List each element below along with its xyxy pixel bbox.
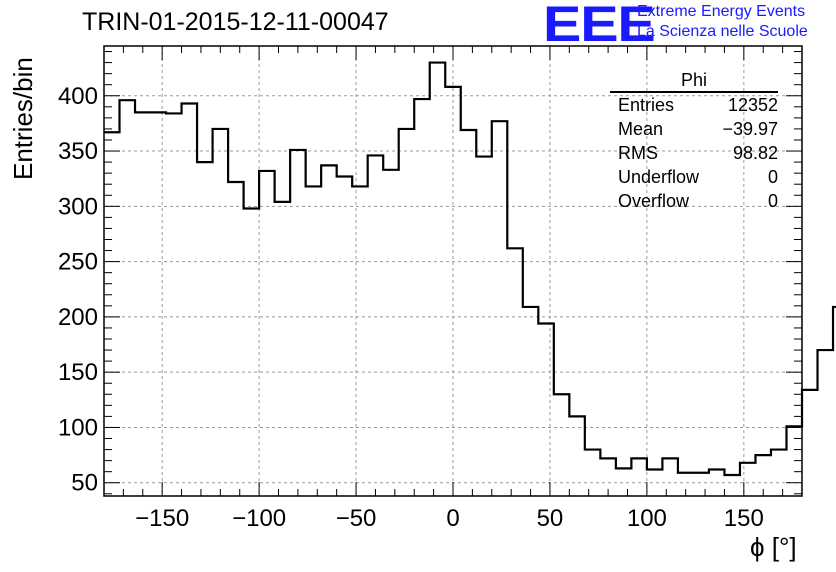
histogram-bin (492, 121, 508, 496)
histogram-bin (724, 475, 740, 496)
histogram-bin (709, 469, 725, 496)
histogram-bin (523, 307, 539, 496)
x-tick-label: −50 (336, 505, 377, 532)
stats-box: Phi Entries 12352 Mean −39.97 RMS 98.82 … (610, 70, 778, 213)
stats-row-underflow: Underflow 0 (610, 165, 778, 189)
x-tick-label: 100 (627, 505, 667, 532)
histogram-bin (538, 324, 554, 496)
histogram-bin (383, 170, 399, 496)
stats-label: Underflow (618, 167, 700, 187)
histogram-bin (693, 473, 709, 496)
y-tick-label: 100 (58, 414, 98, 441)
histogram-bin (476, 157, 492, 496)
histogram-bin (259, 171, 275, 496)
chart-title: TRIN-01-2015-12-11-00047 (82, 8, 389, 36)
y-tick-label: 300 (58, 193, 98, 220)
histogram-bin (818, 350, 834, 496)
x-tick-label: −150 (135, 505, 189, 532)
histogram-bin (244, 209, 260, 496)
x-tick-label: −100 (232, 505, 286, 532)
stats-label: Overflow (618, 191, 690, 211)
histogram-bin (321, 165, 337, 496)
y-tick-label: 200 (58, 304, 98, 331)
stats-label: RMS (618, 143, 658, 163)
histogram-bin (554, 394, 570, 496)
histogram-bin (290, 150, 306, 496)
histogram-bin (135, 112, 151, 496)
histogram-bin (786, 426, 802, 496)
histogram-bin (647, 469, 663, 496)
histogram-series (104, 61, 836, 477)
histogram-bin (306, 186, 322, 496)
histogram-bin (771, 450, 787, 496)
y-tick-label: 150 (58, 359, 98, 386)
histogram-bin (616, 468, 632, 496)
y-axis-label: Entries/bin (8, 57, 38, 180)
stats-value: 12352 (727, 95, 778, 115)
histogram-bin (430, 63, 446, 496)
histogram-bin (585, 450, 601, 496)
logo-text-line1: Extreme Energy Events (637, 3, 806, 20)
stats-row-entries: Entries 12352 (610, 93, 778, 117)
eee-logo-mark: EEE (543, 0, 656, 52)
histogram-bin (461, 130, 477, 496)
histogram-bin (445, 87, 461, 496)
histogram-bin (120, 100, 136, 496)
stats-title: Phi (610, 70, 778, 93)
y-tick-label: 350 (58, 138, 98, 165)
logo-text-line2: La Scienza nelle Scuole (637, 23, 808, 40)
histogram-bin (352, 186, 368, 496)
stats-value: 98.82 (732, 143, 778, 163)
histogram-bin (166, 113, 182, 496)
histogram-bin (197, 162, 213, 496)
y-tick-label: 50 (71, 470, 98, 497)
histogram-bin (182, 103, 198, 496)
x-axis-label: ϕ [°] (750, 532, 797, 562)
stats-row-rms: RMS 98.82 (610, 141, 778, 165)
histogram-bin (569, 416, 585, 496)
stats-row-overflow: Overflow 0 (610, 189, 778, 213)
x-tick-label: 50 (537, 505, 564, 532)
histogram-bin (631, 458, 647, 496)
histogram-bin (507, 248, 523, 496)
y-tick-label: 250 (58, 249, 98, 276)
histogram-bin (740, 463, 756, 496)
stats-row-mean: Mean −39.97 (610, 117, 778, 141)
stats-label: Mean (618, 119, 664, 139)
histogram-bin (399, 129, 415, 496)
histogram-bin (104, 132, 120, 496)
histogram-bin (151, 112, 167, 496)
histogram-bin (414, 99, 430, 496)
histogram-bin (213, 129, 229, 496)
histogram-bin (228, 182, 244, 496)
histogram-bin (275, 202, 291, 496)
histogram-bin (368, 155, 384, 496)
histogram-bin (337, 176, 353, 496)
stats-value: 0 (767, 191, 778, 211)
stats-value: 0 (767, 167, 778, 187)
histogram-bin (662, 458, 678, 496)
stats-value: −39.97 (722, 119, 778, 139)
x-tick-label: 0 (446, 505, 459, 532)
x-tick-label: 150 (724, 505, 764, 532)
stats-label: Entries (618, 95, 675, 115)
histogram-bin (802, 390, 818, 496)
y-tick-label: 400 (58, 83, 98, 110)
